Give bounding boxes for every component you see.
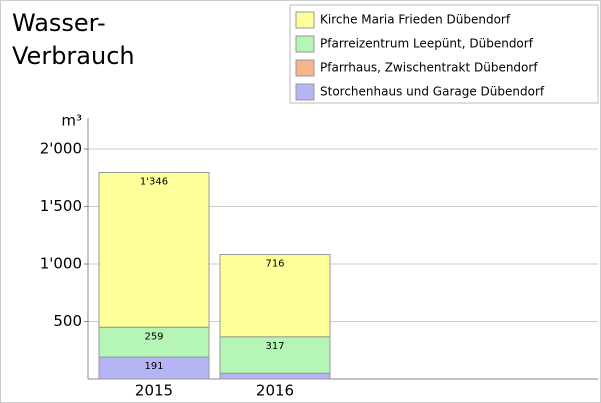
bar-segment	[219, 372, 331, 380]
y-axis-label: m³	[61, 112, 82, 130]
y-tick-label: 2'000	[40, 140, 82, 158]
data-label: 191	[144, 361, 163, 372]
legend-swatch	[295, 11, 315, 29]
bar-segment	[98, 171, 210, 328]
x-tick-label: 2016	[256, 382, 294, 400]
y-tick-label: 1'000	[40, 255, 82, 273]
legend-label: Storchenhaus und Garage Dübendorf	[320, 85, 545, 99]
chart-title-line: Verbrauch	[12, 42, 135, 70]
legend-label: Kirche Maria Frieden Dübendorf	[320, 13, 511, 27]
legend-swatch	[295, 59, 315, 77]
data-label: 1'346	[140, 176, 168, 187]
data-label: 317	[265, 341, 284, 352]
legend-swatch	[295, 83, 315, 101]
chart-title-line: Wasser-	[12, 9, 106, 37]
legend-label: Pfarreizentrum Leepünt, Dübendorf	[320, 37, 534, 51]
legend-box	[289, 4, 599, 104]
y-tick-label: 500	[53, 312, 82, 330]
bar-segment	[219, 253, 331, 338]
y-tick-label: 1'500	[40, 197, 82, 215]
data-label: 716	[265, 258, 284, 269]
legend-label: Pfarrhaus, Zwischentrakt Dübendorf	[320, 61, 538, 75]
x-tick-label: 2015	[135, 382, 173, 400]
data-label: 259	[144, 331, 163, 342]
bar-segment	[219, 336, 331, 374]
bar-segment	[98, 326, 210, 358]
legend-swatch	[295, 35, 315, 53]
